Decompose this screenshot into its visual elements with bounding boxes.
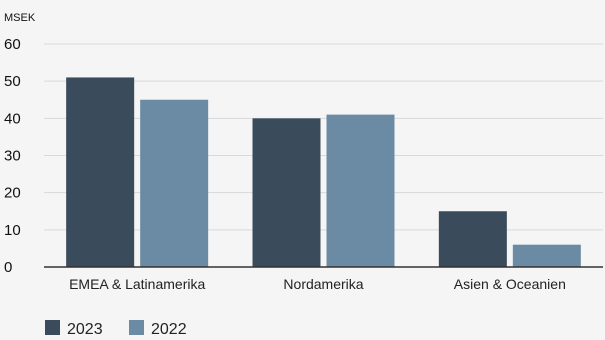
- legend-swatch-2022: [129, 320, 144, 335]
- category-labels: EMEA & Latinamerika Nordamerika Asien & Oc…: [69, 276, 566, 292]
- y-tick-label: 60: [4, 36, 21, 53]
- bars: [66, 77, 581, 267]
- y-tick-label: 30: [4, 148, 21, 165]
- category-label: Asien & Oceanien: [454, 276, 566, 292]
- bar-2023: [252, 118, 321, 267]
- bar-2023: [66, 77, 135, 267]
- category-label: EMEA & Latinamerika: [69, 276, 205, 292]
- bar-2023: [438, 211, 507, 267]
- category-label: Nordamerika: [283, 276, 363, 292]
- bar-2022: [512, 244, 581, 267]
- y-tick-label: 50: [4, 73, 21, 90]
- legend-label-2022: 2022: [151, 321, 187, 338]
- legend-label-2023: 2023: [67, 321, 103, 338]
- y-tick-labels: 0 10 20 30 40 50 60: [4, 36, 21, 276]
- bar-2022: [140, 99, 209, 267]
- y-tick-label: 40: [4, 110, 21, 127]
- grid-lines: [44, 43, 603, 231]
- legend-swatch-2023: [45, 320, 60, 335]
- legend: 2023 2022: [45, 320, 187, 338]
- bar-2022: [326, 114, 395, 267]
- y-tick-label: 0: [4, 259, 12, 276]
- y-tick-label: 10: [4, 222, 21, 239]
- y-unit-label: MSEK: [4, 12, 36, 24]
- y-tick-label: 20: [4, 185, 21, 202]
